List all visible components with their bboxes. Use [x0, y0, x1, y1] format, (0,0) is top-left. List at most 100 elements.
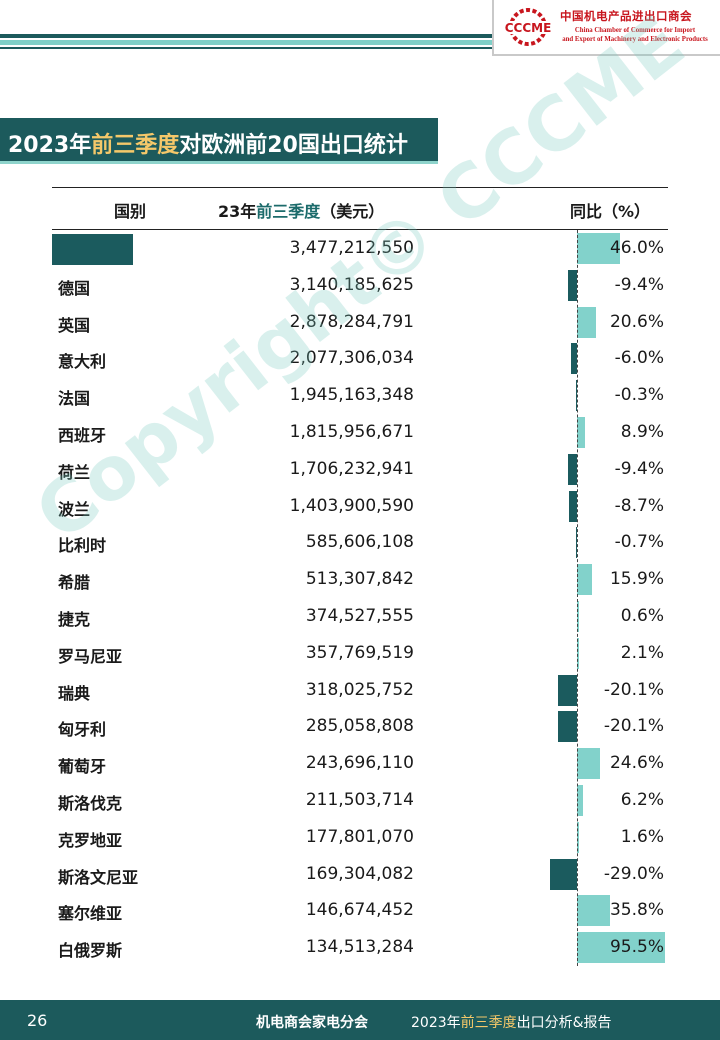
yoy-cell: 15.9%: [609, 569, 664, 590]
table-row: 白俄罗斯 134,513,284 95.5%: [0, 929, 720, 966]
logo-chinese-name: 中国机电产品进出口商会: [560, 9, 692, 23]
country-cell: 希腊: [58, 573, 91, 593]
page-title-banner: 2023年前三季度对欧洲前20国出口统计: [0, 118, 438, 164]
table-row: 西班牙 1,815,956,671 8.9%: [0, 414, 720, 451]
logo-english-line-1: China Chamber of Commerce for Import: [574, 27, 696, 34]
country-cell: 斯洛文尼亚: [58, 867, 139, 887]
yoy-bar: [558, 674, 577, 706]
yoy-cell: 35.8%: [609, 900, 664, 921]
export-value-cell: 134,513,284: [305, 937, 414, 958]
footer-report-prefix: 2023年: [411, 1015, 461, 1031]
column-header-yoy: 同比（%）: [570, 202, 651, 221]
yoy-cell: -0.7%: [614, 532, 664, 553]
yoy-bar: [577, 564, 592, 596]
table-header-rule: [52, 229, 668, 230]
yoy-cell: -9.4%: [614, 458, 664, 479]
yoy-cell: 0.6%: [620, 606, 664, 626]
page-number: 26: [27, 1011, 48, 1030]
logo-abbr: CCCME: [505, 21, 552, 35]
yoy-cell: -0.3%: [614, 385, 664, 406]
yoy-cell: 24.6%: [609, 753, 664, 774]
table-row: 瑞典 318,025,752 -20.1%: [0, 672, 720, 709]
yoy-bar: [577, 748, 600, 780]
yoy-cell: -6.0%: [614, 348, 664, 369]
yoy-bar: [577, 417, 586, 448]
logo-english-name: China Chamber of Commerce for Import and…: [560, 26, 710, 44]
export-value-cell: 374,527,555: [305, 606, 414, 626]
yoy-bar: [575, 527, 577, 559]
export-value-cell: 3,477,212,550: [289, 238, 414, 258]
country-cell: 英国: [58, 315, 91, 335]
export-value-cell: 357,769,519: [305, 642, 414, 663]
header-rule-thin: [0, 47, 492, 49]
export-value-cell: 146,674,452: [305, 900, 414, 921]
redacted-country-block: [52, 234, 133, 265]
country-cell: 塞尔维亚: [58, 904, 123, 924]
country-cell: 葡萄牙: [58, 757, 107, 777]
export-value-cell: 177,801,070: [305, 826, 414, 847]
country-cell: 斯洛伐克: [58, 794, 123, 813]
table-row: 3,477,212,550 46.0%: [0, 230, 720, 267]
table-row: 英国 2,878,284,791 20.6%: [0, 304, 720, 341]
footer-report-suffix: 出口分析&报告: [516, 1015, 612, 1031]
table-row: 意大利 2,077,306,034 -6.0%: [0, 340, 720, 377]
export-value-cell: 1,945,163,348: [289, 385, 414, 406]
cccme-logo-icon: CCCME: [502, 8, 554, 46]
yoy-cell: -29.0%: [603, 863, 664, 884]
header-rule-light: [0, 40, 492, 45]
country-cell: 比利时: [58, 536, 107, 556]
table-row: 克罗地亚 177,801,070 1.6%: [0, 819, 720, 856]
export-value-cell: 2,878,284,791: [289, 311, 414, 332]
yoy-bar: [550, 858, 577, 890]
yoy-cell: 1.6%: [620, 826, 664, 847]
yoy-bar: [575, 380, 577, 412]
yoy-cell: 20.6%: [609, 311, 664, 332]
page-title: 2023年前三季度对欧洲前20国出口统计: [8, 127, 408, 159]
title-highlight: 前三季度: [91, 133, 180, 158]
column-header-value-suffix: （美元）: [320, 202, 385, 221]
export-value-cell: 2,077,306,034: [289, 348, 414, 369]
yoy-cell: -8.7%: [614, 495, 664, 516]
country-cell: 罗马尼亚: [58, 646, 123, 666]
export-value-cell: 243,696,110: [305, 753, 414, 774]
footer-report-title: 2023年前三季度出口分析&报告: [411, 1012, 612, 1032]
table-row: 罗马尼亚 357,769,519 2.1%: [0, 635, 720, 672]
export-value-cell: 1,815,956,671: [289, 422, 414, 442]
country-cell: 德国: [58, 278, 91, 298]
yoy-cell: -20.1%: [603, 716, 664, 737]
table-row: 荷兰 1,706,232,941 -9.4%: [0, 451, 720, 488]
column-header-value: 23年前三季度（美元）: [218, 198, 384, 222]
export-value-cell: 3,140,185,625: [289, 274, 414, 295]
footer-report-highlight: 前三季度: [460, 1015, 517, 1031]
export-value-cell: 169,304,082: [305, 863, 414, 884]
yoy-cell: 6.2%: [620, 790, 664, 810]
table-row: 法国 1,945,163,348 -0.3%: [0, 377, 720, 414]
country-cell: 波兰: [58, 499, 91, 519]
country-cell: 捷克: [58, 610, 91, 629]
yoy-cell: 95.5%: [609, 937, 664, 958]
yoy-cell: -9.4%: [614, 274, 664, 295]
yoy-bar: [558, 711, 577, 743]
yoy-bar: [568, 453, 577, 485]
footer-organization: 机电商会家电分会: [256, 1015, 368, 1031]
country-cell: 法国: [58, 389, 91, 409]
logo-english-line-2: and Export of Machinery and Electronic P…: [562, 36, 708, 43]
yoy-bar: [568, 269, 577, 301]
column-header-value-highlight: 前三季度: [256, 202, 321, 221]
export-value-cell: 285,058,808: [305, 716, 414, 737]
country-cell: 荷兰: [58, 462, 91, 482]
table-row: 葡萄牙 243,696,110 24.6%: [0, 745, 720, 782]
table-row: 德国 3,140,185,625 -9.4%: [0, 267, 720, 304]
export-value-cell: 1,403,900,590: [289, 495, 414, 516]
yoy-bar: [571, 343, 577, 375]
export-value-cell: 211,503,714: [305, 790, 414, 810]
column-header-country: 国别: [114, 202, 147, 221]
country-cell: 西班牙: [58, 426, 107, 445]
yoy-cell: 46.0%: [609, 238, 664, 258]
country-cell: 匈牙利: [58, 720, 107, 740]
country-cell: 瑞典: [58, 683, 91, 703]
export-value-cell: 1,706,232,941: [289, 458, 414, 479]
cccme-logo: CCCME 中国机电产品进出口商会 China Chamber of Comme…: [492, 0, 720, 56]
yoy-bar: [577, 785, 583, 816]
table-row: 波兰 1,403,900,590 -8.7%: [0, 488, 720, 525]
